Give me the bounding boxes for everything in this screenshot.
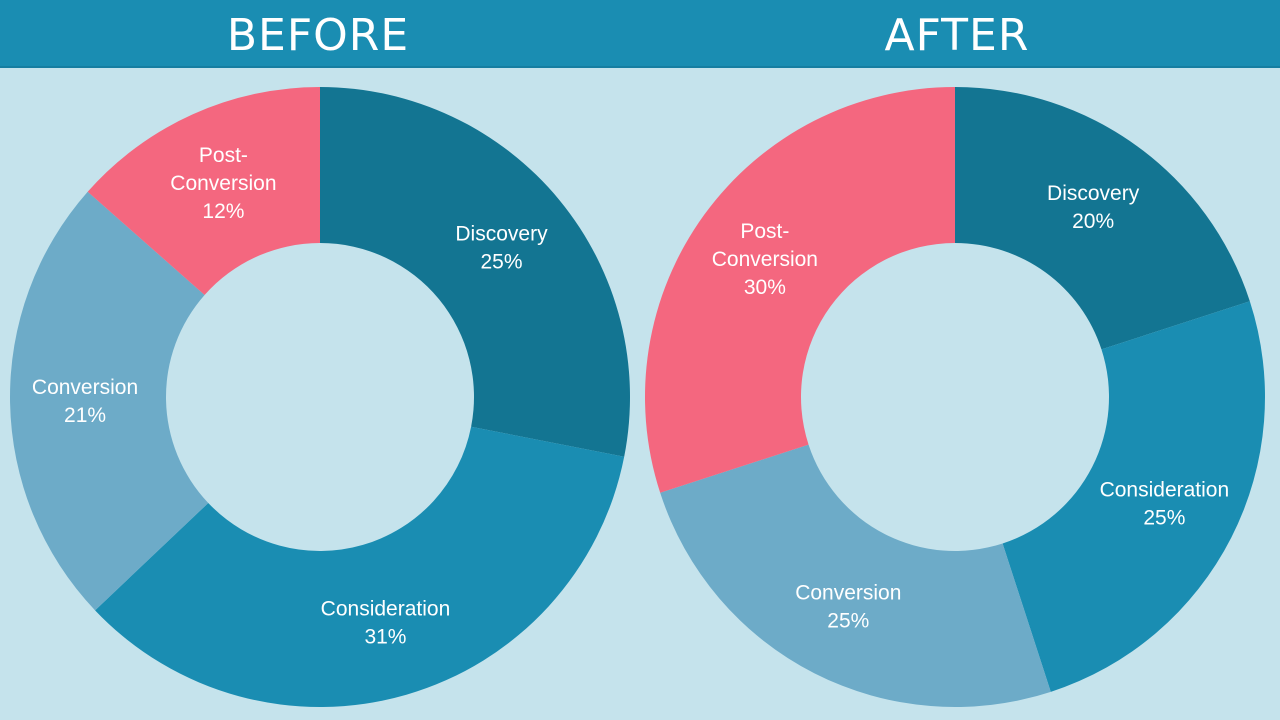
before-label-discovery: Discovery 25% bbox=[455, 223, 548, 274]
header-bar bbox=[0, 0, 1280, 68]
after-slice-post-conversion bbox=[645, 87, 955, 493]
before-label-conversion-line: 21% bbox=[64, 404, 106, 427]
donut-chart-before: Discovery 25% Consideration 31% Conversion 21… bbox=[9, 87, 630, 708]
after-label-conversion-line: 25% bbox=[827, 609, 869, 632]
after-slice-conversion bbox=[660, 444, 1051, 707]
after-label-conversion: Conversion 25% bbox=[795, 581, 901, 632]
after-label-post-conversion: Post- Conversion 30% bbox=[712, 220, 818, 299]
before-slice-discovery bbox=[320, 87, 630, 457]
after-label-consideration: Consideration 25% bbox=[1100, 479, 1230, 530]
after-slice-discovery bbox=[955, 87, 1250, 350]
after-label-post-conversion-line: Post- bbox=[740, 220, 789, 243]
after-title: AFTER bbox=[884, 10, 1030, 61]
donut-chart-after: Discovery 20% Consideration 25% Conversion 25… bbox=[645, 87, 1265, 707]
after-label-discovery: Discovery 20% bbox=[1047, 182, 1140, 233]
after-label-consideration-line: 25% bbox=[1143, 507, 1185, 530]
before-label-post-conversion-line: 12% bbox=[202, 200, 244, 223]
before-label-post-conversion-line: Conversion bbox=[170, 172, 276, 195]
after-label-conversion-line: Conversion bbox=[795, 581, 901, 604]
before-label-conversion-line: Conversion bbox=[32, 376, 138, 399]
before-label-post-conversion-line: Post- bbox=[199, 144, 248, 167]
after-label-discovery-line: Discovery bbox=[1047, 182, 1140, 205]
before-title: BEFORE bbox=[226, 10, 410, 61]
after-label-post-conversion-line: Conversion bbox=[712, 248, 818, 271]
before-label-consideration: Consideration 31% bbox=[321, 598, 451, 649]
before-label-discovery-line: 25% bbox=[480, 251, 522, 274]
before-label-post-conversion: Post- Conversion 12% bbox=[170, 144, 276, 223]
after-slice-consideration bbox=[1002, 301, 1265, 692]
before-label-discovery-line: Discovery bbox=[455, 223, 548, 246]
before-label-conversion: Conversion 21% bbox=[32, 376, 138, 427]
before-slice-post-conversion bbox=[87, 87, 320, 296]
after-label-consideration-line: Consideration bbox=[1100, 479, 1230, 502]
before-slice-conversion bbox=[9, 191, 209, 611]
after-label-discovery-line: 20% bbox=[1072, 210, 1114, 233]
after-label-post-conversion-line: 30% bbox=[744, 276, 786, 299]
before-label-consideration-line: 31% bbox=[364, 626, 406, 649]
before-slice-consideration bbox=[95, 426, 625, 708]
before-label-consideration-line: Consideration bbox=[321, 598, 451, 621]
